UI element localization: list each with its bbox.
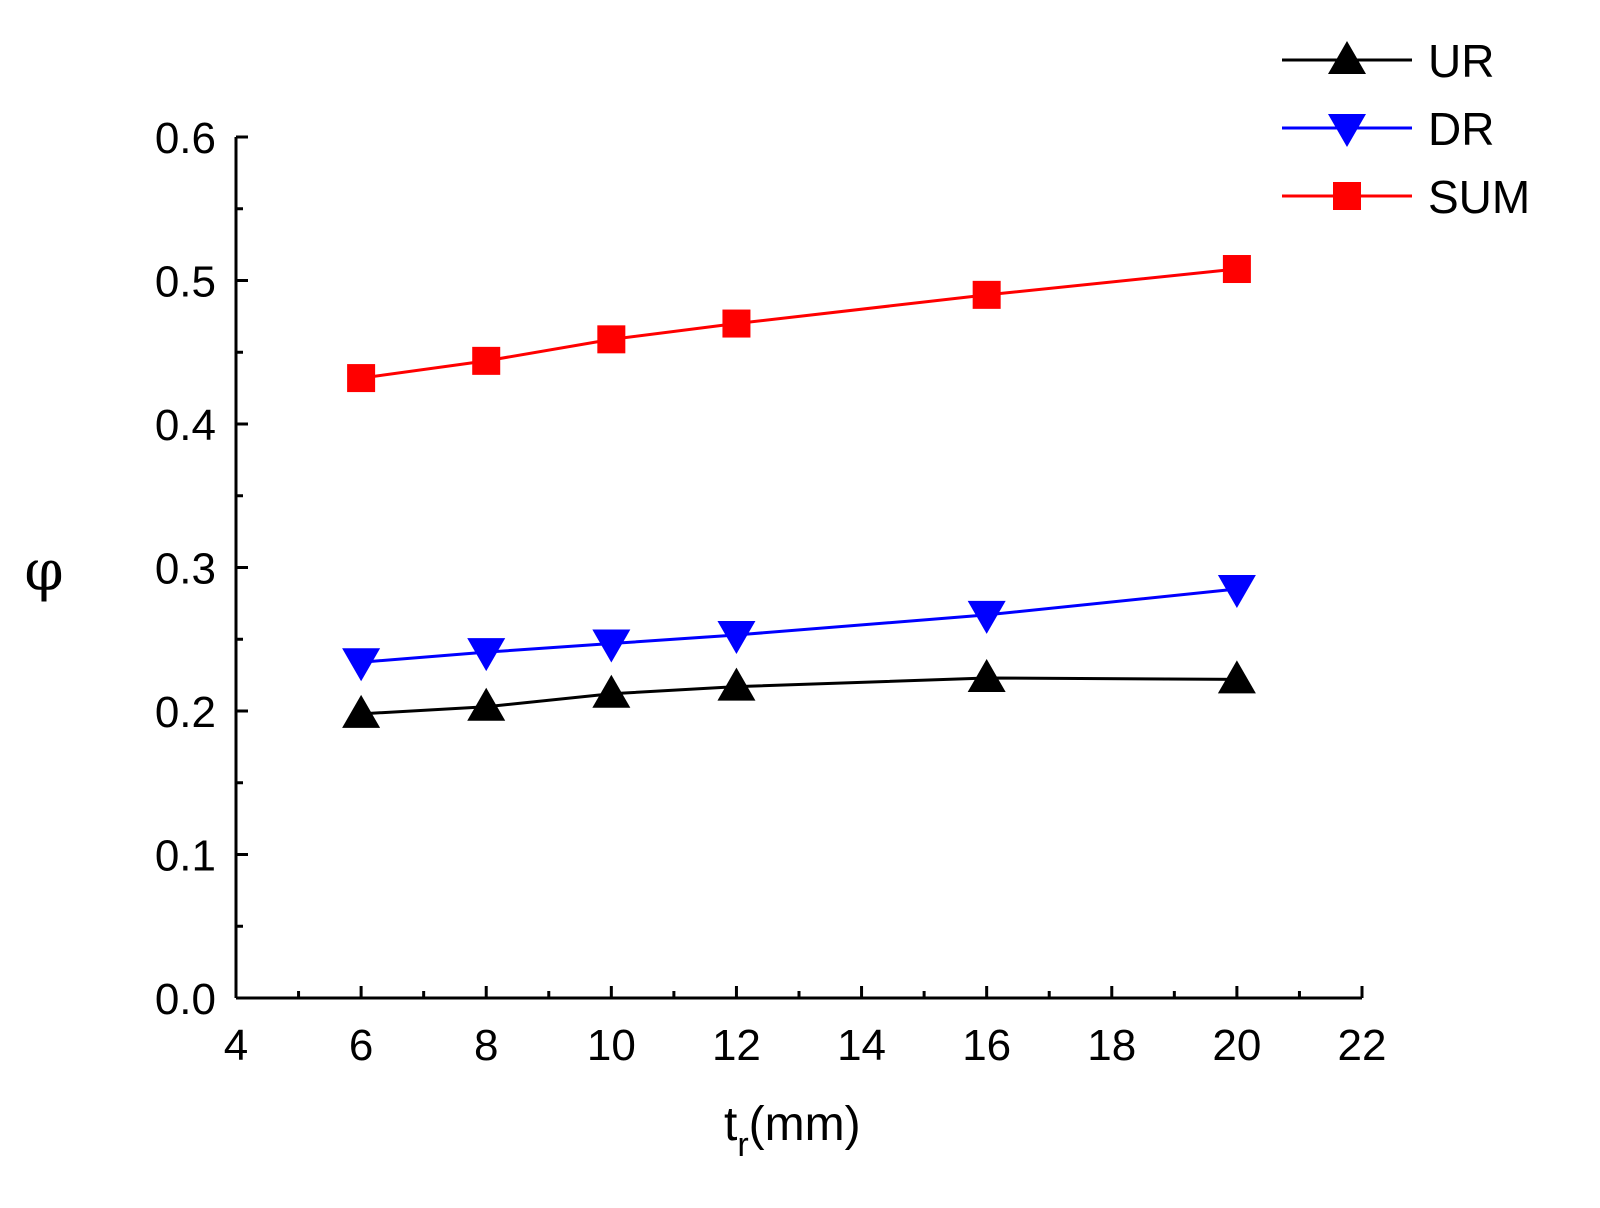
data-point-sum bbox=[1222, 255, 1251, 284]
data-point-sum bbox=[347, 364, 376, 393]
series-sum bbox=[347, 255, 1251, 393]
data-point-sum bbox=[972, 280, 1001, 309]
data-point-ur bbox=[467, 687, 506, 721]
data-point-sum bbox=[722, 309, 751, 338]
series-line-ur bbox=[361, 676, 1237, 716]
data-point-dr bbox=[592, 629, 631, 663]
data-point-ur bbox=[967, 658, 1006, 692]
axes bbox=[234, 137, 1362, 1000]
legend-label-sum: SUM bbox=[1428, 171, 1530, 223]
x-axis-title-subscript: r bbox=[737, 1126, 748, 1164]
x-axis-title-unit: (mm) bbox=[749, 1098, 861, 1151]
data-point-dr bbox=[717, 620, 756, 654]
y-tick-label: 0.6 bbox=[155, 114, 216, 163]
y-tick-label: 0.2 bbox=[155, 688, 216, 737]
legend-item-dr: DR bbox=[1282, 103, 1494, 155]
series-line-dr bbox=[360, 587, 1238, 664]
ticks: 4 6 8 10 12 14 16 18 20 22 0.0 0.1 0.2 0.3 0.4 0.5 0.6 bbox=[155, 114, 1387, 1070]
x-tick-label: 18 bbox=[1087, 1021, 1136, 1070]
x-tick-label: 10 bbox=[587, 1021, 636, 1070]
data-point-dr bbox=[467, 638, 506, 672]
data-point-dr bbox=[1217, 575, 1256, 609]
x-tick-label: 20 bbox=[1212, 1021, 1261, 1070]
data-point-sum bbox=[472, 346, 501, 375]
series-line-sum bbox=[360, 267, 1238, 380]
y-tick-label: 0.5 bbox=[155, 258, 216, 307]
x-tick-label: 22 bbox=[1338, 1021, 1387, 1070]
legend-marker-dr bbox=[1328, 114, 1366, 147]
x-tick-label: 6 bbox=[349, 1021, 373, 1070]
legend-item-ur: UR bbox=[1282, 35, 1494, 87]
x-tick-label: 4 bbox=[224, 1021, 248, 1070]
data-point-ur bbox=[342, 694, 381, 728]
data-point-ur bbox=[592, 674, 631, 708]
y-tick-label: 0.4 bbox=[155, 401, 216, 450]
x-tick-label: 16 bbox=[962, 1021, 1011, 1070]
data-point-dr bbox=[342, 648, 381, 682]
x-axis-title: tr(mm) bbox=[724, 1098, 861, 1164]
x-axis-title-main: t bbox=[724, 1098, 737, 1151]
legend-item-sum: SUM bbox=[1282, 171, 1530, 223]
legend-marker-sum bbox=[1333, 182, 1361, 210]
data-point-dr bbox=[967, 600, 1006, 634]
series-dr bbox=[342, 575, 1256, 682]
series-group bbox=[342, 255, 1256, 728]
legend-marker-ur bbox=[1328, 41, 1366, 74]
y-tick-label: 0.3 bbox=[155, 545, 216, 594]
x-tick-label: 14 bbox=[837, 1021, 886, 1070]
series-ur bbox=[342, 658, 1256, 728]
x-tick-label: 12 bbox=[712, 1021, 761, 1070]
x-tick-label: 8 bbox=[474, 1021, 498, 1070]
legend-label-ur: UR bbox=[1428, 35, 1494, 87]
y-axis-title: φ bbox=[24, 539, 63, 604]
y-tick-label: 0.1 bbox=[155, 832, 216, 881]
data-point-ur bbox=[1217, 660, 1256, 694]
data-point-ur bbox=[717, 667, 756, 701]
legend-label-dr: DR bbox=[1428, 103, 1494, 155]
y-tick-label: 0.0 bbox=[155, 975, 216, 1024]
data-point-sum bbox=[597, 325, 626, 354]
legend: UR DR SUM bbox=[1282, 35, 1530, 223]
